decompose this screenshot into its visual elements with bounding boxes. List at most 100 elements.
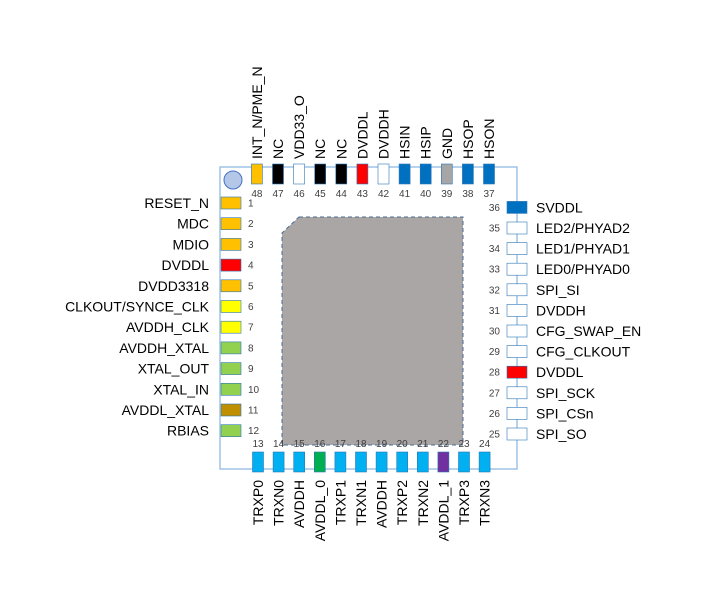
pin-8-number: 8 <box>248 343 254 354</box>
pin-41-pad <box>398 163 411 185</box>
pin-1-label: RESET_N <box>144 195 209 211</box>
pin-15-number: 15 <box>294 439 306 450</box>
pin-33-pad <box>506 262 528 276</box>
pin-16-pad <box>313 451 326 473</box>
pin-32-number: 32 <box>489 285 501 296</box>
pin-5-number: 5 <box>248 281 254 292</box>
pin-26-label: SPI_CSn <box>536 405 594 421</box>
pin-4-pad <box>220 258 242 272</box>
pin-27-number: 27 <box>489 388 501 399</box>
pin-2-label: MDC <box>177 216 209 232</box>
pin-39-pad <box>440 163 453 185</box>
pin-38-label: HSOP <box>460 119 476 159</box>
pin-38-number: 38 <box>462 189 474 200</box>
pin-4-label: DVDDL <box>162 257 210 273</box>
pin-47-label: NC <box>270 139 286 159</box>
pin-45-label: NC <box>312 139 328 159</box>
pin-24-label: TRXN3 <box>477 480 493 526</box>
pin-27-label: SPI_SCK <box>536 385 596 401</box>
pin-13-pad <box>252 451 264 473</box>
pin-10-pad <box>220 382 242 396</box>
pin-28-label: DVDDL <box>536 364 584 380</box>
pin-43-label: DVDDL <box>354 111 370 159</box>
pin-15-pad <box>293 451 306 473</box>
pin-22-label: AVDDL_1 <box>435 480 451 541</box>
pin-10-number: 10 <box>248 385 260 396</box>
pin1-indicator-dot <box>223 170 243 190</box>
pin-41-number: 41 <box>399 189 411 200</box>
pin-42-number: 42 <box>378 189 390 200</box>
pin-7-number: 7 <box>248 323 254 334</box>
pin-24-pad <box>478 451 491 473</box>
pin-17-pad <box>334 451 347 473</box>
pin-47-number: 47 <box>272 189 284 200</box>
pin-16-label: AVDDL_0 <box>312 480 328 541</box>
pin-2-number: 2 <box>248 219 254 230</box>
pin-34-number: 34 <box>489 244 501 255</box>
pin-13-label: TRXP0 <box>250 480 266 525</box>
pin-48-pad <box>251 163 263 185</box>
pin-12-pad <box>220 424 242 438</box>
pin-40-pad <box>419 163 432 185</box>
pin-42-pad <box>377 163 390 185</box>
pin-45-number: 45 <box>315 189 327 200</box>
pin-17-number: 17 <box>335 439 347 450</box>
pin-21-pad <box>416 451 429 473</box>
pin-35-number: 35 <box>489 224 501 235</box>
pin-37-number: 37 <box>483 189 495 200</box>
pin-25-label: SPI_SO <box>536 426 587 442</box>
pin-36-label: SVDDL <box>536 199 583 215</box>
pin-5-label: DVDD3318 <box>138 278 209 294</box>
pin-6-number: 6 <box>248 302 254 313</box>
pin-43-pad <box>356 163 369 185</box>
pin-6-pad <box>220 300 242 313</box>
pin-14-number: 14 <box>273 439 285 450</box>
pin-7-label: AVDDH_CLK <box>126 319 210 335</box>
pins-layer: 1 RESET_N 2 MDC 3 MDIO 4 DVDDL 5 DVDD3318 6 CLKOUT/… <box>65 66 641 541</box>
pin-41-label: HSIN <box>397 126 413 159</box>
pin-17-label: TRXP1 <box>332 480 348 525</box>
pin-26-pad <box>506 407 528 420</box>
pin-28-pad <box>506 365 528 379</box>
pin-33-number: 33 <box>489 265 501 276</box>
pin-35-pad <box>506 221 528 235</box>
pin-21-number: 21 <box>417 439 429 450</box>
pin-47-pad <box>272 163 284 185</box>
pin-27-pad <box>506 386 528 400</box>
pin-22-pad <box>437 451 450 473</box>
pin-32-pad <box>506 283 528 297</box>
pin-9-pad <box>220 362 242 375</box>
pin-9-number: 9 <box>248 364 254 375</box>
pin-45-pad <box>314 163 327 185</box>
pin-39-label: GND <box>439 128 455 159</box>
pin-20-pad <box>396 451 409 473</box>
pin-40-number: 40 <box>420 189 432 200</box>
pin-36-pad <box>506 201 528 214</box>
pin-3-label: MDIO <box>172 236 209 252</box>
pin-46-pad <box>293 163 305 185</box>
pin-19-label: AVDDH <box>374 480 390 528</box>
pin-46-number: 46 <box>294 189 306 200</box>
pin-31-pad <box>506 304 528 317</box>
pin-29-pad <box>506 345 528 358</box>
exposed-die-pad <box>281 216 464 446</box>
pin-14-label: TRXN0 <box>271 480 287 526</box>
pin-34-pad <box>506 242 528 255</box>
pin-18-pad <box>355 451 367 473</box>
pin-37-pad <box>483 163 495 185</box>
pin-37-label: HSON <box>481 119 497 159</box>
pin-42-label: DVDDH <box>376 109 392 159</box>
pin-44-number: 44 <box>336 189 348 200</box>
pin-14-pad <box>272 451 285 473</box>
pin-48-number: 48 <box>251 189 263 200</box>
pin-20-label: TRXP2 <box>394 480 410 525</box>
pin-7-pad <box>220 320 242 334</box>
pin-11-label: AVDDL_XTAL <box>122 402 210 418</box>
pin-9-label: XTAL_OUT <box>138 361 210 377</box>
pin-26-number: 26 <box>489 409 501 420</box>
pin-19-number: 19 <box>376 439 388 450</box>
pin-28-number: 28 <box>489 368 501 379</box>
pin-11-number: 11 <box>248 406 259 417</box>
pin-38-pad <box>462 163 474 185</box>
